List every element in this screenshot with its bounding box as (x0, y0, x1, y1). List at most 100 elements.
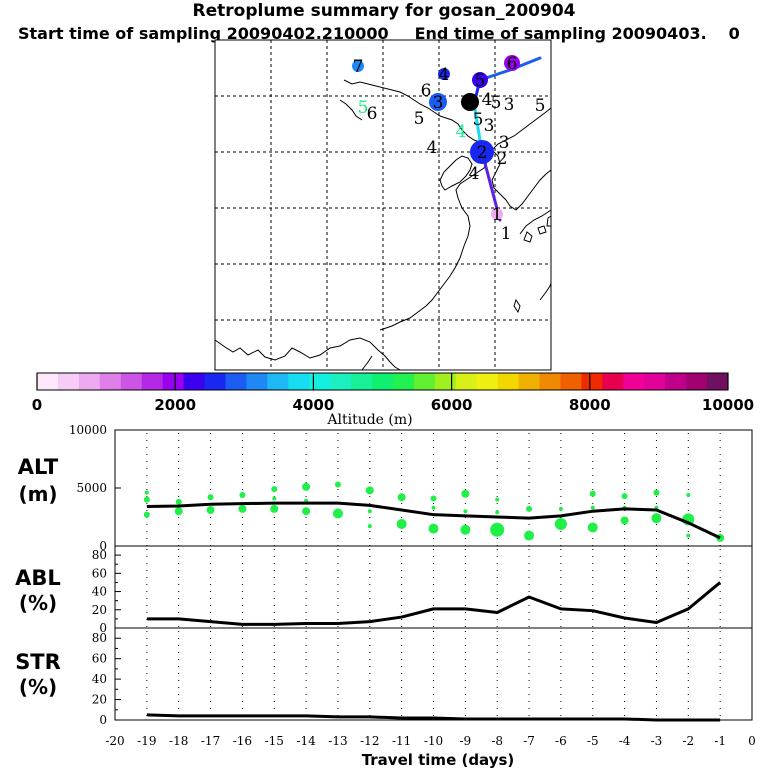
x-tick-label: -2 (682, 734, 694, 748)
colorbar-label: Altitude (m) (326, 412, 412, 428)
y-tick-label: 40 (92, 672, 107, 686)
colorbar-swatch (372, 373, 394, 390)
altitude-colorbar: 0 2000 4000 6000 8000 10000 Altitude (m) (32, 372, 754, 428)
colorbar-swatch (707, 373, 729, 390)
marker-label: 4 (427, 138, 438, 158)
x-tick-label: -20 (105, 734, 124, 748)
panel-label: ALT (18, 455, 59, 479)
colorbar-swatch (476, 373, 499, 390)
series-line (146, 713, 721, 722)
x-tick-label: -14 (296, 734, 316, 748)
altitude-point (143, 496, 150, 503)
map-marker-13: 4 (456, 122, 467, 142)
panel-unit-label: (m) (18, 482, 57, 506)
colorbar-tick-label: 4000 (293, 396, 335, 414)
altitude-point (332, 508, 343, 519)
y-tick-label: 20 (92, 693, 107, 707)
panel-label: STR (15, 650, 61, 674)
altitude-point (621, 493, 628, 500)
x-tick-label: -8 (491, 734, 503, 748)
marker-dot (352, 60, 364, 72)
marker-dot (491, 208, 503, 220)
altitude-point (143, 511, 150, 518)
series-line (146, 501, 721, 540)
colorbar-swatch (37, 373, 59, 390)
map-marker-21: 1 (491, 205, 503, 225)
colorbar-swatch (581, 373, 603, 390)
altitude-point (239, 491, 246, 498)
colorbar-swatch (309, 373, 331, 390)
end-time-label: End time of sampling 20090403. (414, 24, 707, 43)
marker-dot (504, 55, 520, 71)
colorbar-swatch (78, 373, 101, 390)
altitude-point (365, 486, 374, 495)
y-tick-label: 5000 (76, 481, 107, 495)
colorbar-swatch (623, 373, 645, 390)
marker-label: 5 (358, 98, 369, 118)
altitude-point (490, 522, 505, 537)
y-tick-label: 10000 (69, 423, 107, 437)
altitude-point (207, 494, 214, 501)
marker-label: 3 (484, 116, 495, 136)
map-marker-23: 6 (504, 54, 520, 74)
map-marker-20: 4 (469, 164, 480, 184)
x-tick-label: -3 (651, 734, 663, 748)
altitude-point (686, 533, 691, 538)
marker-label: 3 (433, 93, 444, 113)
marker-label: 7 (353, 57, 364, 77)
panel-unit-label: (%) (19, 591, 57, 615)
map-marker-5: 6 (367, 104, 378, 124)
map-marker-3: 6 (421, 81, 432, 101)
altitude-point (460, 524, 471, 535)
panel-frame (114, 545, 753, 629)
x-tick-label: -13 (328, 734, 347, 748)
altitude-point (590, 505, 595, 510)
marker-label: 5 (475, 71, 486, 91)
end-time-suffix: 0 (728, 24, 740, 43)
colorbar-swatch (560, 373, 582, 390)
colorbar-swatch (99, 373, 122, 390)
marker-dot (470, 140, 494, 164)
colorbar-swatch (288, 373, 310, 390)
y-tick-label: 80 (92, 548, 107, 562)
altitude-point (686, 492, 691, 497)
panel-abl: 80 60 40 20 0 ABL(%) (15, 545, 753, 635)
altitude-point (558, 506, 563, 511)
map-marker-10: 3 (504, 95, 515, 115)
altitude-point (396, 518, 407, 529)
x-tick-label: -9 (459, 734, 471, 748)
colorbar-swatch (497, 373, 520, 390)
map-marker-4: 5 (358, 98, 369, 118)
colorbar-tick-label: 2000 (154, 396, 196, 414)
altitude-point (238, 504, 247, 513)
panel-unit-label: (%) (19, 675, 57, 699)
map-marker-2: 4 (438, 65, 450, 85)
x-tick-label: -15 (265, 734, 284, 748)
altitude-point (620, 516, 629, 525)
colorbar-swatch (225, 373, 247, 390)
colorbar-swatch (434, 373, 457, 390)
colorbar-swatch (644, 373, 666, 390)
colorbar-swatch (351, 373, 373, 390)
marker-label: 2 (497, 149, 508, 169)
panel-alt: 10000 5000 0 ALT (m) (18, 423, 753, 553)
altitude-point (428, 523, 439, 534)
altitude-point (589, 490, 596, 497)
altitude-point (431, 505, 436, 510)
colorbar-tick-label: 10000 (702, 396, 754, 414)
x-tick-label: -7 (523, 734, 535, 748)
altitude-point (461, 489, 470, 498)
marker-label: 6 (507, 54, 518, 74)
colorbar-swatch (267, 373, 289, 390)
altitude-point (495, 497, 500, 502)
colorbar-swatch (162, 373, 185, 390)
altitude-point (397, 493, 406, 502)
map-marker-14: 5 (473, 110, 484, 130)
marker-label: 2 (477, 143, 488, 163)
x-tick-label: -19 (137, 734, 156, 748)
colorbar-swatch (686, 373, 708, 390)
altitude-point (367, 524, 372, 529)
